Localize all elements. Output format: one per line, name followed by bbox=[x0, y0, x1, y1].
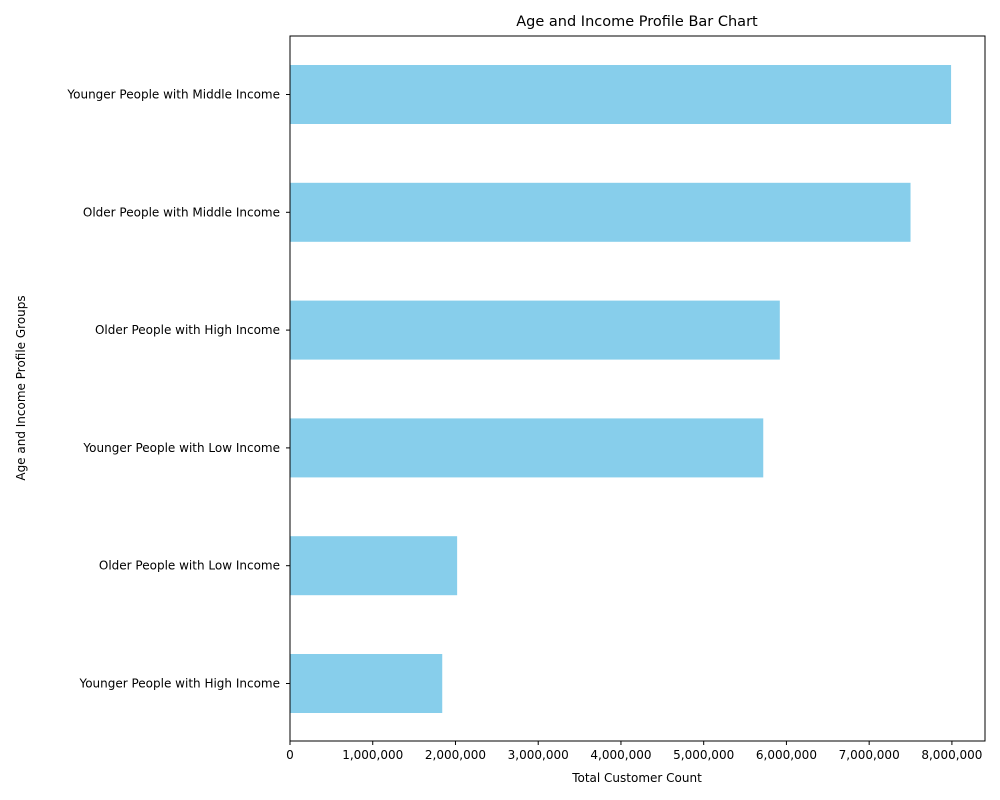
x-tick-label: 2,000,000 bbox=[425, 748, 486, 762]
y-tick-label: Younger People with Low Income bbox=[82, 441, 280, 455]
x-tick-label: 7,000,000 bbox=[839, 748, 900, 762]
bar bbox=[290, 536, 458, 596]
x-tick-label: 0 bbox=[286, 748, 294, 762]
x-axis-label: Total Customer Count bbox=[571, 771, 702, 785]
x-ticks-group: 0 1,000,000 2,000,000 3,000,000 4,000,000 5,0… bbox=[286, 741, 982, 762]
y-tick-label: Younger People with Middle Income bbox=[66, 88, 280, 102]
y-tick-label: Younger People with High Income bbox=[78, 677, 280, 691]
x-tick-label: 6,000,000 bbox=[756, 748, 817, 762]
y-tick-label: Older People with High Income bbox=[95, 323, 280, 337]
bar bbox=[290, 182, 911, 242]
x-tick-label: 4,000,000 bbox=[590, 748, 651, 762]
y-ticks-group: Younger People with Middle Income Older P… bbox=[66, 88, 290, 691]
bar bbox=[290, 65, 952, 124]
x-tick-label: 1,000,000 bbox=[342, 748, 403, 762]
bar bbox=[290, 418, 764, 478]
bar bbox=[290, 300, 780, 360]
y-tick-label: Older People with Low Income bbox=[99, 559, 280, 573]
x-tick-label: 8,000,000 bbox=[921, 748, 982, 762]
y-axis-label: Age and Income Profile Groups bbox=[14, 295, 28, 480]
chart-title: Age and Income Profile Bar Chart bbox=[516, 14, 758, 30]
plot-frame bbox=[289, 35, 986, 742]
x-tick-label: 5,000,000 bbox=[673, 748, 734, 762]
bar bbox=[290, 654, 443, 713]
bars-group bbox=[290, 65, 952, 713]
x-tick-label: 3,000,000 bbox=[508, 748, 569, 762]
y-tick-label: Older People with Middle Income bbox=[83, 205, 280, 219]
